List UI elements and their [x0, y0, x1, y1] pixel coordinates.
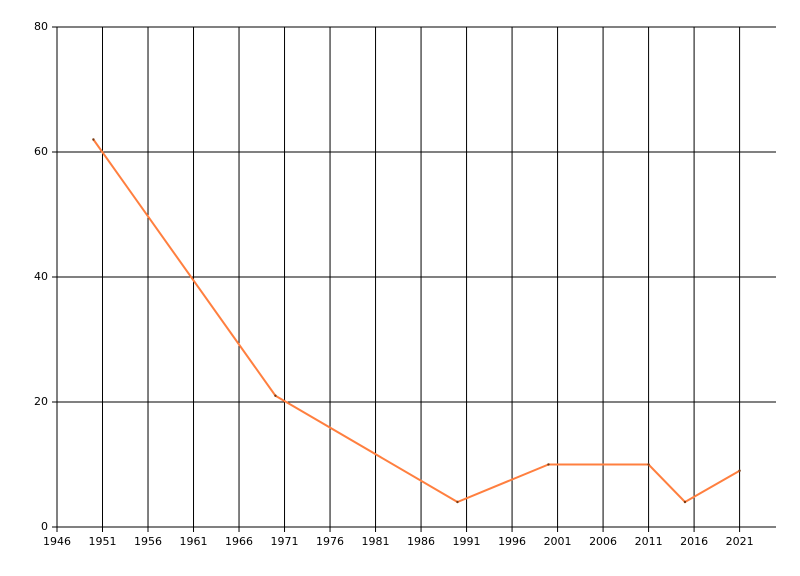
x-tick-label: 1981 [362, 535, 390, 548]
x-tick-label: 2006 [589, 535, 617, 548]
x-tick-label: 1976 [316, 535, 344, 548]
x-tick-label: 1986 [407, 535, 435, 548]
point [456, 500, 459, 504]
point [547, 463, 550, 466]
x-tick-label: 2011 [635, 535, 663, 548]
point [683, 500, 687, 504]
y-tick-label: 80 [34, 20, 48, 33]
x-tick-label: 1956 [134, 535, 162, 548]
point [647, 463, 650, 466]
x-tick-label: 2016 [680, 535, 708, 548]
point [738, 469, 741, 472]
x-tick-label: 2001 [544, 535, 572, 548]
x-tick-label: 1951 [89, 535, 117, 548]
x-tick-label: 1966 [225, 535, 253, 548]
x-tick-label: 1946 [43, 535, 71, 548]
x-tick-label: 2021 [726, 535, 754, 548]
x-tick-label: 1991 [453, 535, 481, 548]
x-tick-label: 1996 [498, 535, 526, 548]
x-tick-label: 1971 [271, 535, 299, 548]
point [92, 138, 95, 141]
y-tick-label: 60 [34, 145, 48, 158]
point [274, 394, 277, 397]
y-tick-label: 0 [41, 520, 48, 533]
y-tick-label: 40 [34, 270, 48, 283]
x-tick-label: 1961 [180, 535, 208, 548]
line [92, 138, 741, 504]
y-tick-label: 20 [34, 395, 48, 408]
